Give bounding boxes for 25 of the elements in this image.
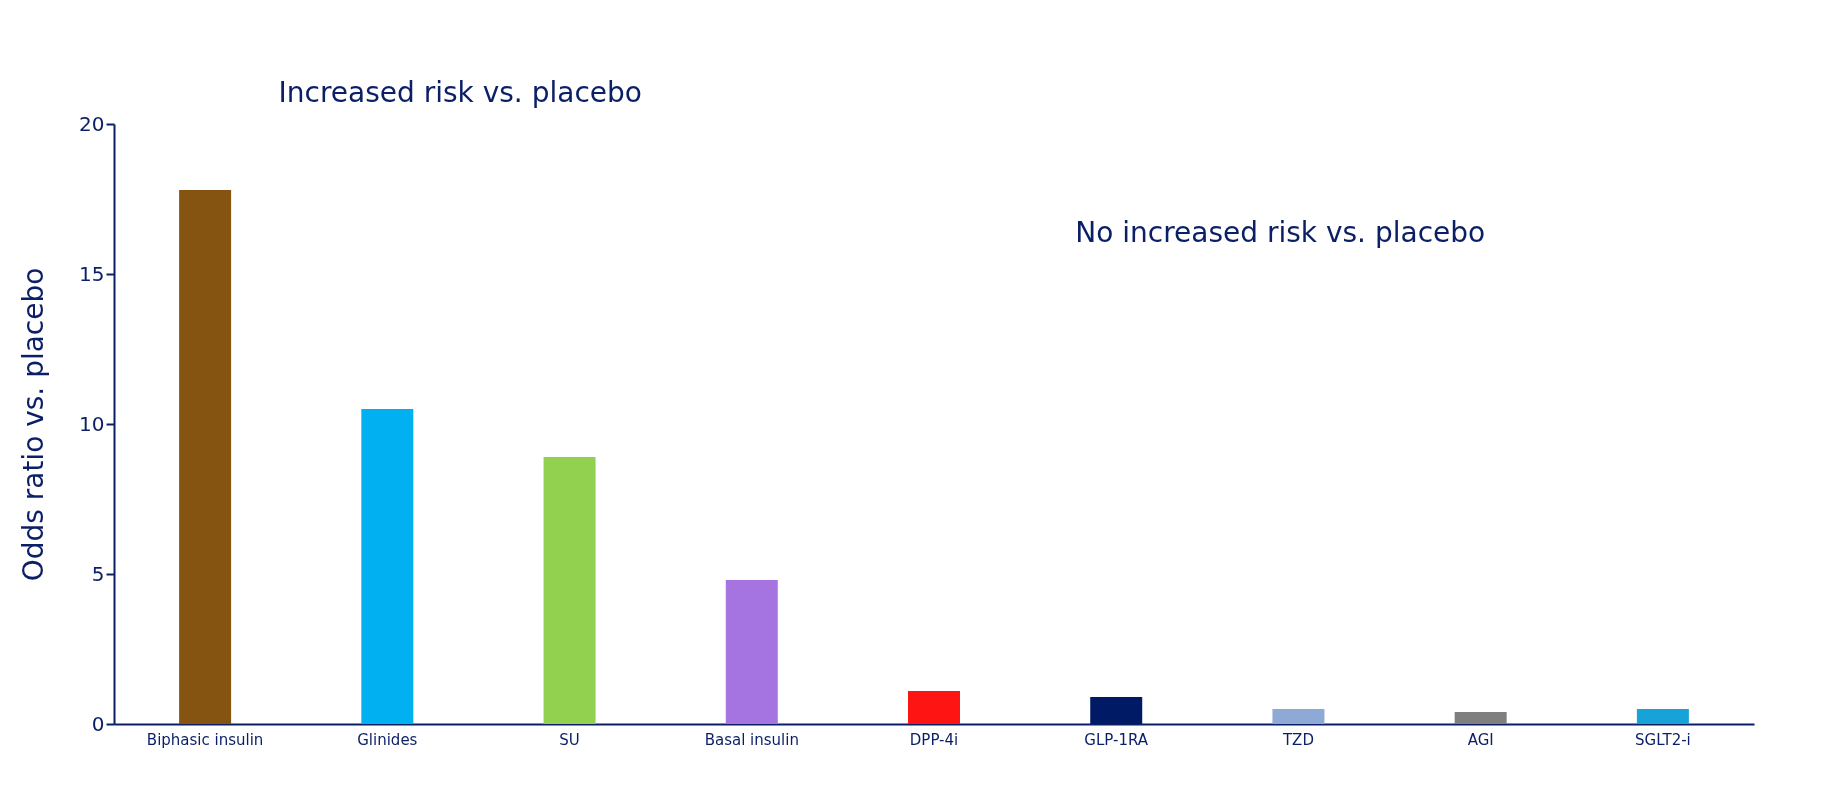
y-tick-label: 15 [79,261,105,286]
bar [543,457,596,724]
bar [1454,712,1507,724]
bar [1272,709,1325,724]
bar [1636,709,1689,724]
bar [908,691,960,724]
y-tick-label: 5 [91,561,105,586]
x-tick-label: DPP-4i [909,730,959,749]
x-tick-label: SU [559,730,580,749]
x-tick-label: Glinides [357,730,418,749]
y-tick-label: 20 [79,111,105,136]
bar [725,580,778,724]
x-tick-label: TZD [1281,730,1314,749]
x-tick-label: GLP-1RA [1084,730,1149,749]
x-tick-label: Basal insulin [704,730,799,749]
x-tick-label: Biphasic insulin [146,730,264,749]
bar [179,190,232,724]
x-tick-label: AGI [1467,730,1494,749]
text: Increased risk vs. placebo [278,76,642,109]
annotation: No increased risk vs. placebo [1075,216,1486,249]
y-tick-label: 0 [91,711,105,736]
x-tick-label: SGLT2-i [1635,730,1691,749]
y-axis-title: Odds ratio vs. placebo [17,267,51,582]
y-tick-label: 10 [79,411,105,436]
bar [361,409,414,724]
